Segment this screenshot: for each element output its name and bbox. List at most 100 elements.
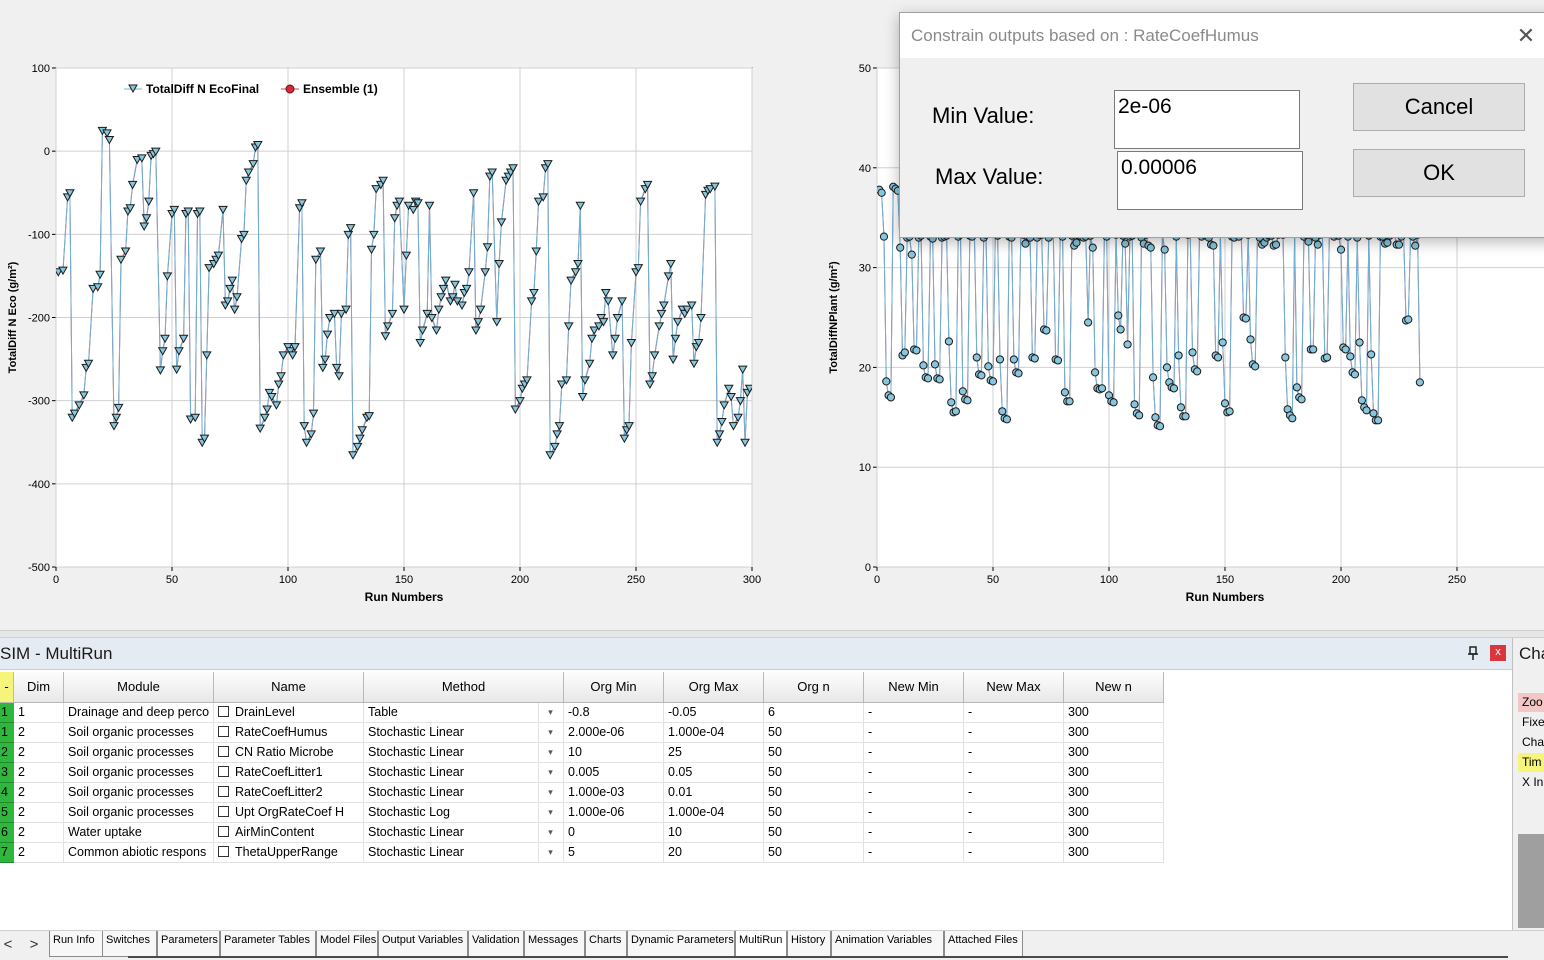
side-item[interactable]: Tim: [1518, 753, 1544, 772]
row-header[interactable]: 1: [0, 723, 14, 743]
parameter-name-cell[interactable]: AirMinContent: [214, 823, 364, 843]
row-checkbox[interactable]: [218, 766, 229, 777]
org-n-cell[interactable]: 6: [764, 703, 864, 723]
method-select[interactable]: Stochastic Linear: [364, 743, 564, 763]
org-min-cell[interactable]: -0.8: [564, 703, 664, 723]
chevron-down-icon[interactable]: ▾: [538, 723, 562, 742]
org-max-cell[interactable]: 20: [664, 843, 764, 863]
row-header[interactable]: 5: [0, 803, 14, 823]
side-item[interactable]: Cha: [1518, 733, 1544, 752]
chevron-down-icon[interactable]: ▾: [538, 783, 562, 802]
column-header[interactable]: Dim: [14, 672, 64, 703]
new-n-cell[interactable]: 300: [1064, 803, 1164, 823]
horizontal-splitter[interactable]: [0, 630, 1544, 638]
new-min-cell[interactable]: -: [864, 843, 964, 863]
column-header[interactable]: Module: [64, 672, 214, 703]
tab-charts[interactable]: Charts: [585, 931, 627, 957]
row-header[interactable]: 7: [0, 843, 14, 863]
tab-parameters[interactable]: Parameters: [157, 931, 220, 957]
new-min-cell[interactable]: -: [864, 783, 964, 803]
method-select[interactable]: Stochastic Linear: [364, 763, 564, 783]
side-item[interactable]: Zoo: [1518, 693, 1544, 712]
row-checkbox[interactable]: [218, 746, 229, 757]
column-header[interactable]: -: [0, 672, 14, 703]
side-scroll-thumb[interactable]: [1518, 834, 1544, 928]
tab-multirun[interactable]: MultiRun: [735, 931, 787, 957]
parameter-name-cell[interactable]: RateCoefLitter2: [214, 783, 364, 803]
row-checkbox[interactable]: [218, 726, 229, 737]
tab-next-icon[interactable]: >: [29, 936, 39, 953]
column-header[interactable]: New n: [1064, 672, 1164, 703]
side-item[interactable]: Fixe: [1518, 713, 1544, 732]
org-min-cell[interactable]: 0.005: [564, 763, 664, 783]
tab-parameter-tables[interactable]: Parameter Tables: [220, 931, 316, 957]
column-header[interactable]: Org Min: [564, 672, 664, 703]
tab-dynamic-parameters[interactable]: Dynamic Parameters: [627, 931, 735, 957]
new-n-cell[interactable]: 300: [1064, 703, 1164, 723]
org-min-cell[interactable]: 2.000e-06: [564, 723, 664, 743]
org-n-cell[interactable]: 50: [764, 743, 864, 763]
column-header[interactable]: Org Max: [664, 672, 764, 703]
new-n-cell[interactable]: 300: [1064, 823, 1164, 843]
org-n-cell[interactable]: 50: [764, 843, 864, 863]
new-min-cell[interactable]: -: [864, 723, 964, 743]
new-min-cell[interactable]: -: [864, 703, 964, 723]
org-n-cell[interactable]: 50: [764, 723, 864, 743]
method-select[interactable]: Stochastic Linear: [364, 723, 564, 743]
org-min-cell[interactable]: 10: [564, 743, 664, 763]
new-n-cell[interactable]: 300: [1064, 763, 1164, 783]
org-max-cell[interactable]: 0.05: [664, 763, 764, 783]
row-header[interactable]: 4: [0, 783, 14, 803]
org-n-cell[interactable]: 50: [764, 803, 864, 823]
new-max-cell[interactable]: -: [964, 723, 1064, 743]
org-max-cell[interactable]: 1.000e-04: [664, 723, 764, 743]
new-n-cell[interactable]: 300: [1064, 723, 1164, 743]
parameter-name-cell[interactable]: CN Ratio Microbe: [214, 743, 364, 763]
ok-button[interactable]: OK: [1353, 149, 1525, 197]
tab-model-files[interactable]: Model Files: [316, 931, 378, 957]
tab-validation[interactable]: Validation: [468, 931, 524, 957]
row-checkbox[interactable]: [218, 846, 229, 857]
new-n-cell[interactable]: 300: [1064, 843, 1164, 863]
org-max-cell[interactable]: 25: [664, 743, 764, 763]
column-header[interactable]: Method: [364, 672, 564, 703]
new-n-cell[interactable]: 300: [1064, 783, 1164, 803]
new-min-cell[interactable]: -: [864, 803, 964, 823]
column-header[interactable]: Org n: [764, 672, 864, 703]
chevron-down-icon[interactable]: ▾: [538, 823, 562, 842]
new-min-cell[interactable]: -: [864, 763, 964, 783]
org-min-cell[interactable]: 1.000e-06: [564, 803, 664, 823]
max-value-input[interactable]: 0.00006: [1117, 151, 1303, 210]
method-select[interactable]: Stochastic Linear: [364, 843, 564, 863]
parameter-name-cell[interactable]: DrainLevel: [214, 703, 364, 723]
row-header[interactable]: 6: [0, 823, 14, 843]
new-n-cell[interactable]: 300: [1064, 743, 1164, 763]
org-max-cell[interactable]: 0.01: [664, 783, 764, 803]
close-icon[interactable]: ✕: [1516, 23, 1536, 48]
new-max-cell[interactable]: -: [964, 843, 1064, 863]
column-header[interactable]: New Max: [964, 672, 1064, 703]
tab-history[interactable]: History: [787, 931, 831, 957]
tab-animation-variables[interactable]: Animation Variables: [831, 931, 944, 957]
new-min-cell[interactable]: -: [864, 743, 964, 763]
row-checkbox[interactable]: [218, 826, 229, 837]
new-max-cell[interactable]: -: [964, 803, 1064, 823]
new-max-cell[interactable]: -: [964, 703, 1064, 723]
parameter-name-cell[interactable]: RateCoefLitter1: [214, 763, 364, 783]
side-item[interactable]: X In: [1518, 773, 1544, 792]
org-min-cell[interactable]: 0: [564, 823, 664, 843]
org-min-cell[interactable]: 1.000e-03: [564, 783, 664, 803]
tab-run-info[interactable]: Run Info: [49, 931, 104, 957]
tab-output-variables[interactable]: Output Variables: [378, 931, 468, 957]
org-max-cell[interactable]: -0.05: [664, 703, 764, 723]
row-checkbox[interactable]: [218, 806, 229, 817]
row-header[interactable]: 3: [0, 763, 14, 783]
chevron-down-icon[interactable]: ▾: [538, 763, 562, 782]
org-n-cell[interactable]: 50: [764, 823, 864, 843]
column-header[interactable]: New Min: [864, 672, 964, 703]
tab-attached-files[interactable]: Attached Files: [944, 931, 1023, 957]
new-max-cell[interactable]: -: [964, 783, 1064, 803]
org-n-cell[interactable]: 50: [764, 763, 864, 783]
method-select[interactable]: Stochastic Log: [364, 803, 564, 823]
new-max-cell[interactable]: -: [964, 743, 1064, 763]
